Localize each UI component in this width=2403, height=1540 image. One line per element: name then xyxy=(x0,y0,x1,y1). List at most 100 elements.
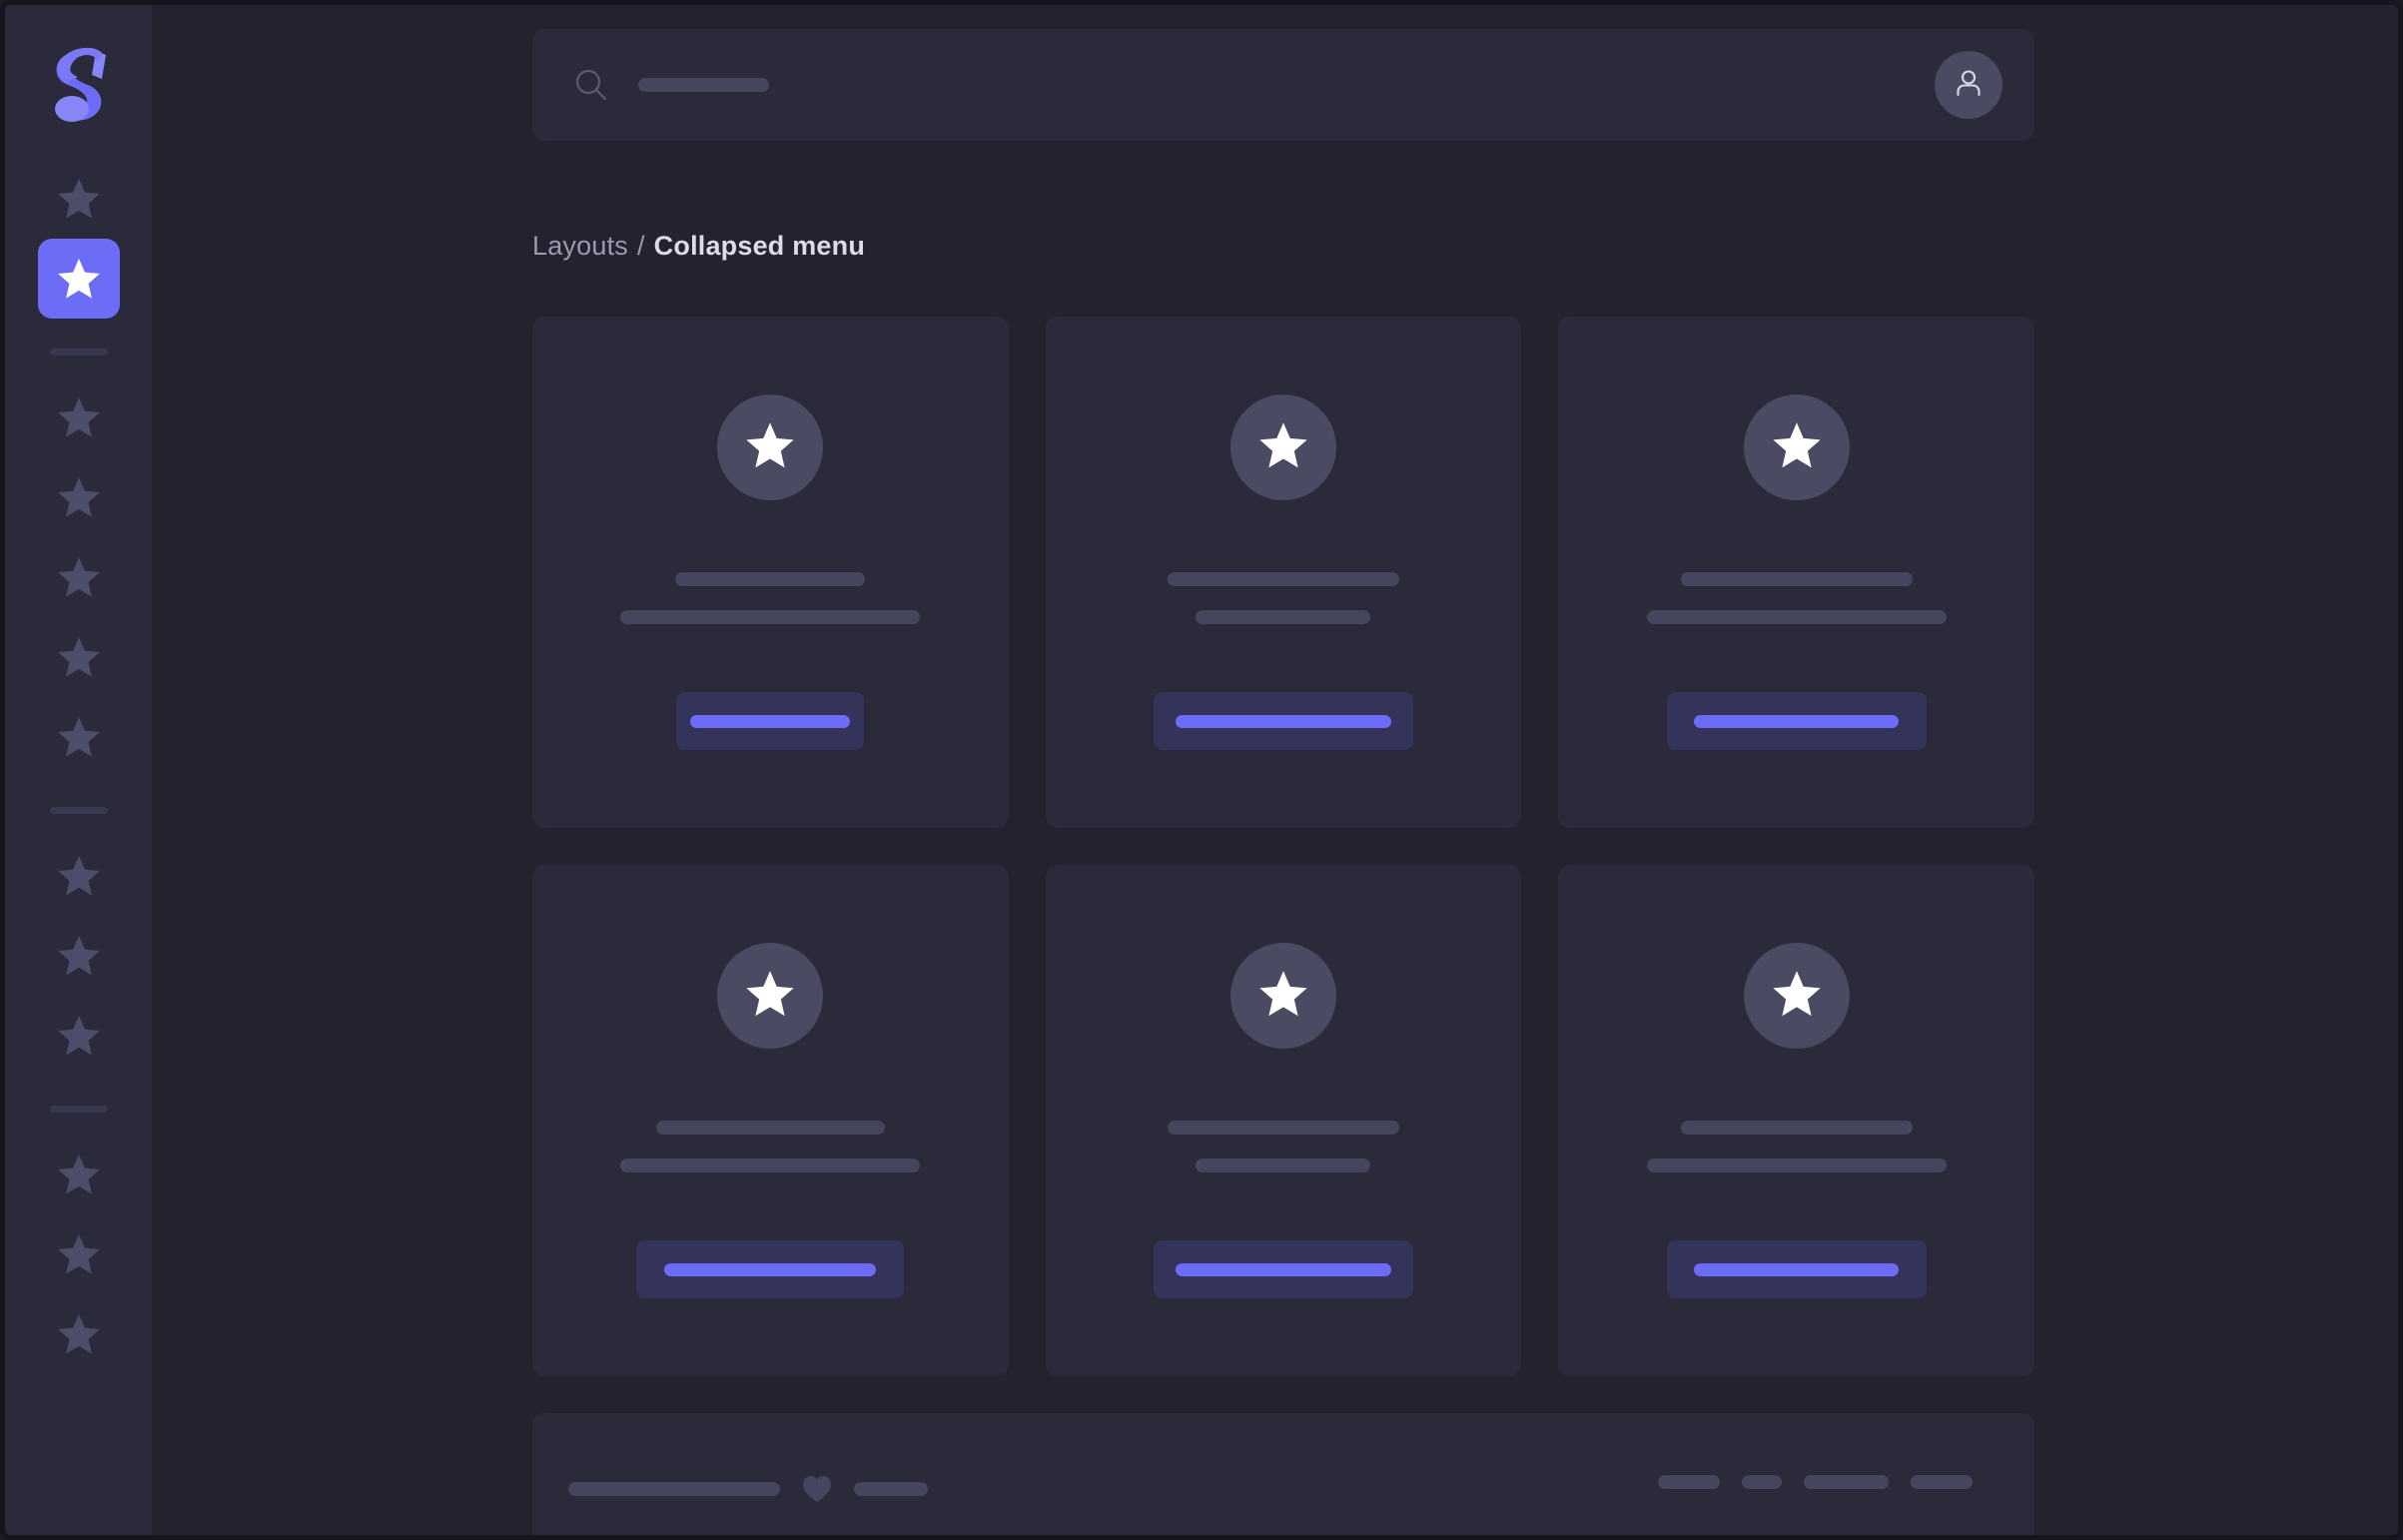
card-title-skeleton xyxy=(1680,572,1913,586)
star-icon xyxy=(1771,419,1823,476)
footer-right-group xyxy=(1658,1475,1973,1489)
star-icon xyxy=(1257,419,1309,476)
sidebar-divider xyxy=(49,807,108,814)
star-icon xyxy=(56,176,102,222)
star-icon xyxy=(744,968,796,1025)
card-avatar xyxy=(1229,394,1336,500)
card-button-label-skeleton xyxy=(1175,714,1391,728)
card-button-label-skeleton xyxy=(1175,1262,1391,1276)
card-text-skeletons xyxy=(1046,1121,1522,1172)
content-card[interactable] xyxy=(1558,865,2034,1376)
sidebar-item-0-0[interactable] xyxy=(38,159,120,239)
search-icon xyxy=(574,68,608,102)
star-icon xyxy=(56,474,102,520)
sidebar-nav-groups xyxy=(37,159,120,1374)
star-icon xyxy=(744,419,796,476)
card-action-button[interactable] xyxy=(1153,692,1413,750)
sidebar-item-1-1[interactable] xyxy=(38,457,120,537)
footer-left-group xyxy=(568,1475,928,1503)
user-icon xyxy=(1951,65,1987,106)
sidebar-item-1-0[interactable] xyxy=(38,378,120,457)
card-subtitle-skeleton xyxy=(620,610,921,624)
sidebar-item-1-4[interactable] xyxy=(38,697,120,777)
sidebar-divider xyxy=(49,349,108,356)
card-grid xyxy=(532,317,2034,1376)
card-action-button[interactable] xyxy=(1666,1240,1927,1298)
card-avatar xyxy=(1743,943,1850,1049)
star-icon xyxy=(56,1013,102,1059)
breadcrumb-current: Collapsed menu xyxy=(653,231,866,261)
card-button-label-skeleton xyxy=(1694,714,1900,728)
search-input[interactable] xyxy=(638,29,1935,141)
star-icon xyxy=(56,714,102,760)
heart-icon[interactable] xyxy=(802,1475,832,1503)
card-title-skeleton xyxy=(675,572,866,586)
card-subtitle-skeleton xyxy=(1646,1158,1947,1172)
card-text-skeletons xyxy=(532,1121,1009,1172)
card-text-skeletons xyxy=(1558,1121,2034,1172)
footer-left-skeleton xyxy=(568,1482,780,1496)
card-action-button[interactable] xyxy=(1666,692,1927,750)
topbar xyxy=(532,29,2034,141)
sidebar xyxy=(5,5,152,1535)
star-icon xyxy=(56,1231,102,1277)
card-subtitle-skeleton xyxy=(1196,1158,1371,1172)
card-title-skeleton xyxy=(1167,1121,1399,1135)
star-icon xyxy=(56,554,102,600)
footer-bar xyxy=(532,1413,2034,1535)
card-action-button[interactable] xyxy=(676,692,865,750)
card-action-button[interactable] xyxy=(636,1240,905,1298)
breadcrumb-parent[interactable]: Layouts xyxy=(532,231,628,261)
card-avatar xyxy=(717,394,824,500)
breadcrumb: Layouts / Collapsed menu xyxy=(532,231,2034,262)
sidebar-item-0-1[interactable] xyxy=(37,239,120,319)
footer-left-skeleton xyxy=(854,1482,928,1496)
card-button-label-skeleton xyxy=(690,714,851,728)
footer-right-skeleton xyxy=(1742,1475,1782,1489)
sidebar-item-1-3[interactable] xyxy=(38,617,120,697)
sidebar-item-2-1[interactable] xyxy=(38,916,120,996)
star-icon xyxy=(1257,968,1309,1025)
card-avatar xyxy=(1743,394,1850,500)
sidebar-item-2-2[interactable] xyxy=(38,996,120,1076)
main-content: Layouts / Collapsed menu xyxy=(152,5,2398,1535)
sidebar-item-3-0[interactable] xyxy=(38,1135,120,1214)
sidebar-item-2-0[interactable] xyxy=(38,836,120,916)
star-icon xyxy=(56,394,102,440)
breadcrumb-separator: / xyxy=(636,231,645,261)
card-subtitle-skeleton xyxy=(1646,610,1947,624)
sidebar-item-1-2[interactable] xyxy=(38,537,120,617)
card-title-skeleton xyxy=(1167,572,1399,586)
footer-right-skeleton xyxy=(1911,1475,1973,1489)
footer-right-skeleton xyxy=(1658,1475,1720,1489)
content-card[interactable] xyxy=(532,317,1009,828)
star-icon xyxy=(56,1311,102,1357)
content-card[interactable] xyxy=(1558,317,2034,828)
star-icon xyxy=(56,256,102,302)
card-title-skeleton xyxy=(655,1121,885,1135)
content-card[interactable] xyxy=(532,865,1009,1376)
brand-logo-icon[interactable] xyxy=(44,39,114,127)
star-icon xyxy=(56,933,102,979)
card-avatar xyxy=(717,943,824,1049)
sidebar-item-3-1[interactable] xyxy=(38,1214,120,1294)
sidebar-item-3-2[interactable] xyxy=(38,1294,120,1374)
star-icon xyxy=(56,634,102,680)
card-title-skeleton xyxy=(1680,1121,1913,1135)
card-subtitle-skeleton xyxy=(620,1158,921,1172)
card-subtitle-skeleton xyxy=(1196,610,1371,624)
star-icon xyxy=(56,853,102,899)
content-card[interactable] xyxy=(1045,317,1522,828)
content-card[interactable] xyxy=(1045,865,1522,1376)
sidebar-divider xyxy=(49,1106,108,1113)
card-text-skeletons xyxy=(532,572,1009,624)
star-icon xyxy=(56,1152,102,1197)
avatar[interactable] xyxy=(1935,51,2002,119)
footer-right-skeleton xyxy=(1804,1475,1889,1489)
card-button-label-skeleton xyxy=(1694,1262,1900,1276)
card-action-button[interactable] xyxy=(1153,1240,1413,1298)
card-text-skeletons xyxy=(1046,572,1522,624)
card-avatar xyxy=(1229,943,1336,1049)
card-text-skeletons xyxy=(1558,572,2034,624)
